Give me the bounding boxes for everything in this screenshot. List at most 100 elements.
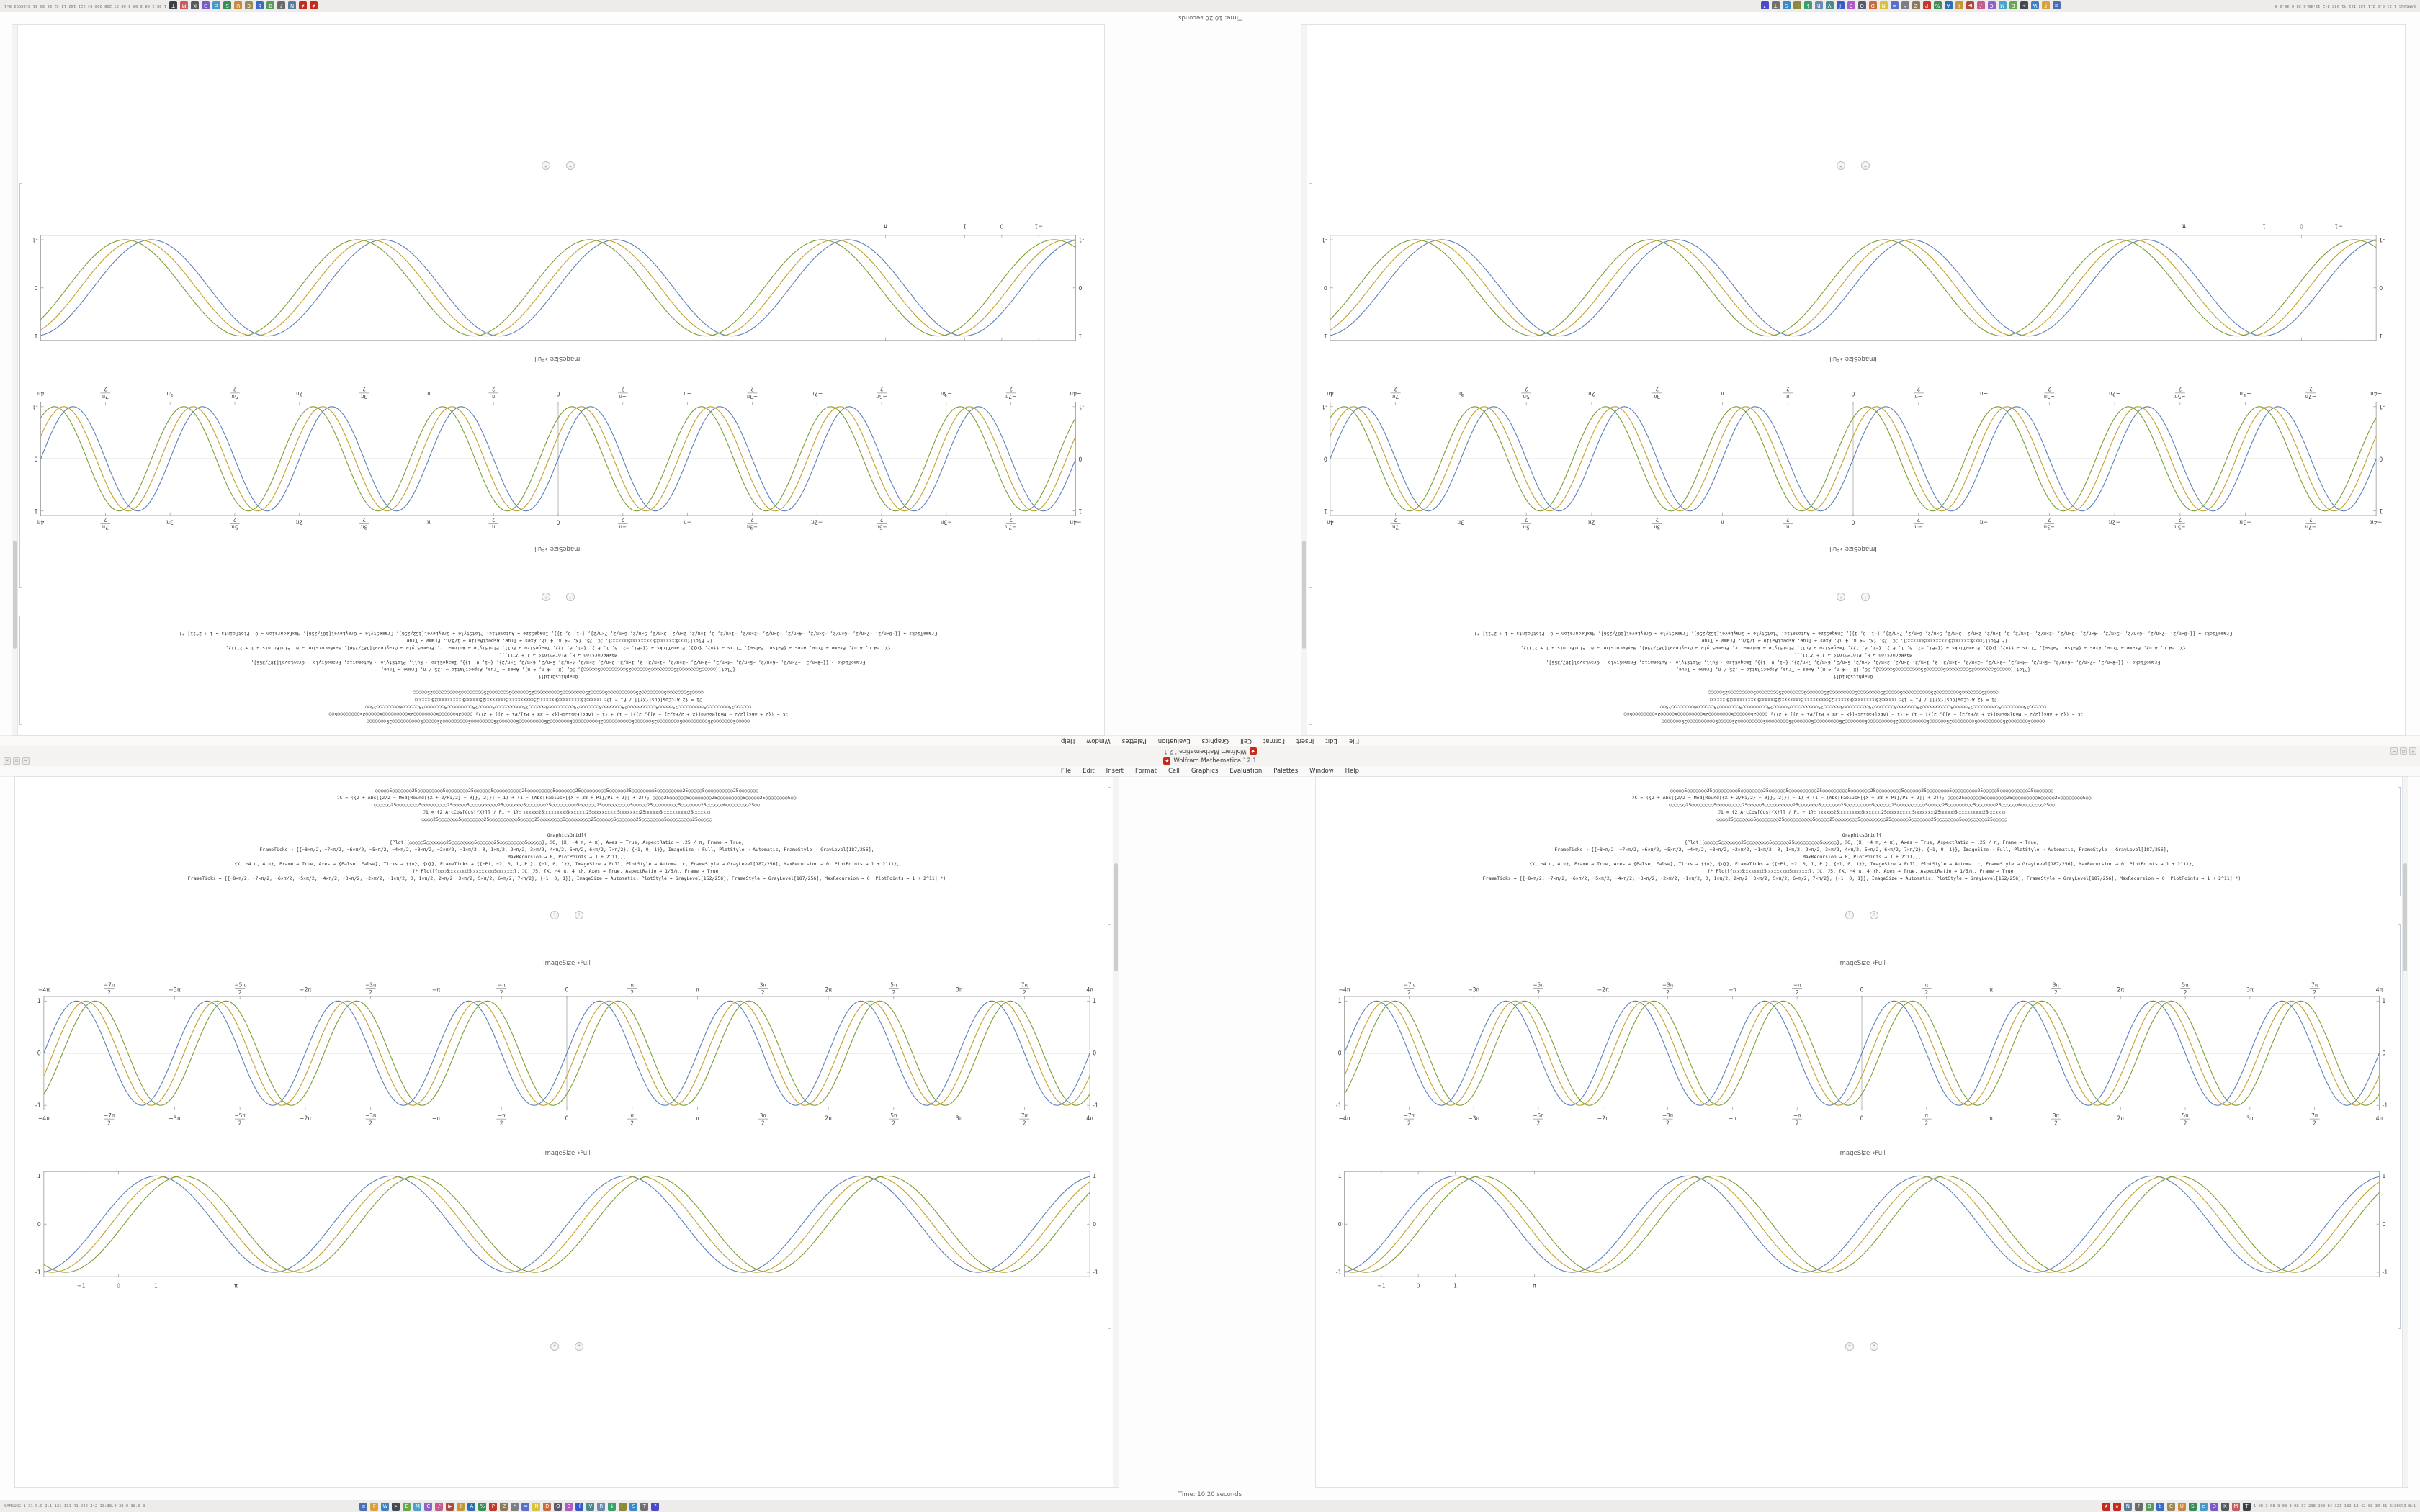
scrollbar-thumb[interactable] [1302,541,1306,649]
keyboard-layout-icon[interactable]: K [191,1,200,10]
clipboard-icon[interactable]: C [2166,1502,2175,1511]
text-editor-icon[interactable]: E [403,1502,411,1511]
cell-insertion-button[interactable]: + [575,911,583,919]
display-icon[interactable]: D [202,1,210,10]
settings-icon[interactable]: * [1901,1,1909,10]
vm-manager-icon[interactable]: V [586,1502,595,1511]
close-button[interactable]: × [2409,747,2416,755]
updates-icon[interactable]: U [234,1,243,10]
cell-insertion-button[interactable]: + [566,161,575,170]
files-icon[interactable]: F [2041,1,2050,10]
menu-palettes[interactable]: Palettes [1121,737,1147,744]
office-writer-icon[interactable]: A [1944,1,1953,10]
menu-window[interactable]: Window [1309,768,1334,775]
camera-icon[interactable]: O [554,1502,563,1511]
cell-bracket[interactable] [1108,924,1111,1329]
downloads-icon[interactable]: ↓ [608,1502,617,1511]
chat-icon[interactable]: C [1987,1,1996,10]
clipboard-icon[interactable]: C [245,1,254,10]
music-player-icon[interactable]: ♪ [435,1502,444,1511]
menu-palettes[interactable]: Palettes [1273,768,1299,775]
menu-graphics[interactable]: Graphics [1201,737,1229,744]
disk-utility-icon[interactable]: H [1793,1,1801,10]
bluetooth-icon[interactable]: b [2156,1502,2164,1511]
input-cell-graphicsgrid[interactable]: GraphicsGrid[{{Plot[{○○○○○5○○○○○○○25○○○○… [1335,832,2389,882]
menu-help[interactable]: Help [1345,768,1360,775]
cell-insertion-button[interactable]: + [575,1342,583,1351]
shield-icon[interactable]: S [223,1,232,10]
notebook-scrollbar[interactable] [1113,777,1119,1487]
cell-insertion-button[interactable]: + [542,593,550,601]
clock-icon[interactable]: T [169,1,178,10]
scrollbar-thumb[interactable] [13,541,17,649]
bluetooth-icon[interactable]: b [256,1,264,10]
help-icon[interactable]: ? [651,1502,660,1511]
battery-icon[interactable]: B [2145,1502,2154,1511]
cell-insertion-button[interactable]: + [542,161,550,170]
display-icon[interactable]: D [2210,1502,2218,1511]
menu-edit[interactable]: Edit [1083,768,1095,775]
cell-insertion-button[interactable]: + [1837,161,1845,170]
chat-icon[interactable]: C [424,1502,433,1511]
messages-icon[interactable]: M [2231,1502,2240,1511]
menu-insert[interactable]: Insert [1296,737,1314,744]
web-browser-icon[interactable]: W [381,1502,390,1511]
cell-insertion-button[interactable]: + [550,1342,559,1351]
menu-format[interactable]: Format [1135,768,1157,775]
clock-icon[interactable]: T [2242,1502,2251,1511]
video-player-icon[interactable]: ▶ [1966,1,1974,10]
notebook-scrollbar[interactable] [2402,777,2408,1487]
terminal-icon[interactable]: > [2020,1,2028,10]
menu-graphics[interactable]: Graphics [1191,768,1219,775]
calculator-icon[interactable]: = [1890,1,1899,10]
shield-icon[interactable]: S [2188,1502,2197,1511]
mail-icon[interactable]: M [1998,1,2007,10]
archive-manager-icon[interactable]: Z [500,1502,508,1511]
cell-bracket[interactable] [19,183,22,588]
calendar-icon[interactable]: D [543,1502,552,1511]
cell-bracket[interactable] [1309,183,1312,588]
system-monitor-icon[interactable]: S [629,1502,638,1511]
menu-evaluation[interactable]: Evaluation [1157,737,1191,744]
cell-insertion-button[interactable]: + [1845,1342,1854,1351]
cell-insertion-button[interactable]: + [1861,593,1870,601]
minimize-button[interactable]: – [2390,747,2398,755]
mail-icon[interactable]: M [413,1502,422,1511]
launcher-icon[interactable]: ≡ [359,1502,368,1511]
menu-format[interactable]: Format [1263,737,1285,744]
cell-insertion-button[interactable]: + [1845,911,1854,919]
text-editor-icon[interactable]: E [2009,1,2017,10]
menu-insert[interactable]: Insert [1106,768,1124,775]
keyboard-layout-icon[interactable]: K [2220,1502,2229,1511]
image-viewer-icon[interactable]: I [1955,1,1963,10]
input-cell-graphicsgrid[interactable]: GraphicsGrid[{{Plot[{○○○○○5○○○○○○○25○○○○… [1320,630,2386,680]
system-monitor-icon[interactable]: S [1782,1,1791,10]
pdf-viewer-icon[interactable]: P [489,1502,498,1511]
office-calc-icon[interactable]: % [478,1502,487,1511]
printer-icon[interactable]: T [1771,1,1780,10]
wolfram-kernel-icon[interactable]: ★ [310,1,318,10]
image-viewer-icon[interactable]: I [457,1502,465,1511]
close-button[interactable]: × [4,757,11,765]
ide-icon[interactable]: { [575,1502,584,1511]
cloud-sync-icon[interactable]: c [2199,1502,2208,1511]
cell-bracket[interactable] [2398,924,2401,1329]
input-cell-code[interactable]: ○○○○○5○○○○○○○25○○○○○○○○○5○○○○○○○○25○○○○○… [34,787,1100,823]
cell-insertion-button[interactable]: + [566,593,575,601]
maximize-button[interactable]: □ [2400,747,2407,755]
paint-icon[interactable]: B [565,1502,573,1511]
downloads-icon[interactable]: ↓ [1803,1,1812,10]
input-cell-graphicsgrid[interactable]: GraphicsGrid[{{Plot[{○○○○○5○○○○○○○25○○○○… [34,832,1100,882]
cloud-sync-icon[interactable]: c [212,1,221,10]
web-browser-icon[interactable]: W [2030,1,2039,10]
music-player-icon[interactable]: ♪ [1976,1,1985,10]
calculator-icon[interactable]: = [521,1502,530,1511]
remote-desktop-icon[interactable]: R [1814,1,1823,10]
cell-insertion-button[interactable]: + [550,911,559,919]
volume-icon[interactable]: ♪ [277,1,286,10]
video-player-icon[interactable]: ▶ [446,1502,454,1511]
scrollbar-thumb[interactable] [1114,863,1118,971]
menu-file[interactable]: File [1060,768,1072,775]
notes-icon[interactable]: N [1879,1,1888,10]
notebook-scrollbar[interactable] [12,25,18,735]
